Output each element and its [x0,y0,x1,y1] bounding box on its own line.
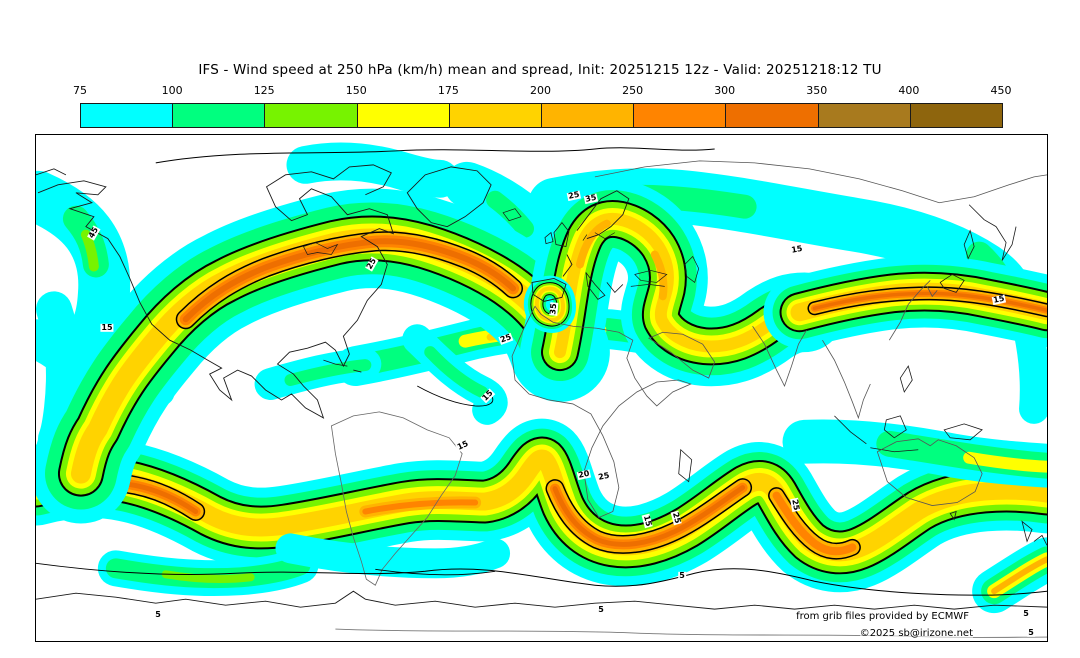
colorbar-tick-300: 300 [714,84,736,97]
colorbar-segment-100-125 [173,104,266,127]
contour-label-5-17: 5 [597,604,605,615]
colorbar-segment-300-350 [726,104,819,127]
contour-label-35-5: 35 [548,302,559,316]
colorbar-segment-75-100 [81,104,174,127]
credit-ecmwf: from grib files provided by ECMWF [796,611,969,622]
colorbar-ticks: 75 100 125 150 175 200 250 300 350 400 450 [0,84,1080,98]
colorbar-tick-200: 200 [530,84,551,97]
colorbar-segment-150-175 [357,104,450,127]
colorbar-tick-400: 400 [898,84,920,97]
colorbar-segment-175-200 [449,104,543,127]
colorbar-tick-150: 150 [345,84,367,97]
contour-label-25-15: 25 [789,497,802,513]
spread-contours [36,147,1047,638]
contour-label-5-18: 5 [154,609,162,620]
colorbar-tick-100: 100 [161,84,183,97]
world-map [36,142,1047,638]
credit-copyright: ©2025 sb@irizone.net [859,628,973,639]
contour-label-5-16: 5 [678,570,686,581]
colorbar-segment-250-300 [634,104,727,127]
colorbar-tick-350: 350 [806,84,828,97]
colorbar-segment-350-400 [818,104,911,127]
colorbar-tick-250: 250 [622,84,644,97]
map-panel: 45 15 25 25 35 35 25 15 15 15 15 20 25 15 25 25 5 5 5 5 5 fr… [35,134,1048,642]
contour-label-5-19: 5 [1022,608,1030,619]
wind-speed-fill [36,142,1047,591]
colorbar-tick-75: 75 [73,84,87,97]
colorbar-segment-125-150 [265,104,358,127]
colorbar [80,103,1003,128]
colorbar-tick-450: 450 [990,84,1012,97]
page-title: IFS - Wind speed at 250 hPa (km/h) mean … [198,62,882,78]
colorbar-tick-175: 175 [437,84,459,97]
contour-label-5-20: 5 [1027,627,1035,638]
coastlines [36,160,1047,610]
colorbar-tick-125: 125 [253,84,275,97]
colorbar-segment-400-450 [910,104,1003,127]
colorbar-segment-200-250 [542,104,635,127]
contour-label-15-1: 15 [100,322,114,333]
